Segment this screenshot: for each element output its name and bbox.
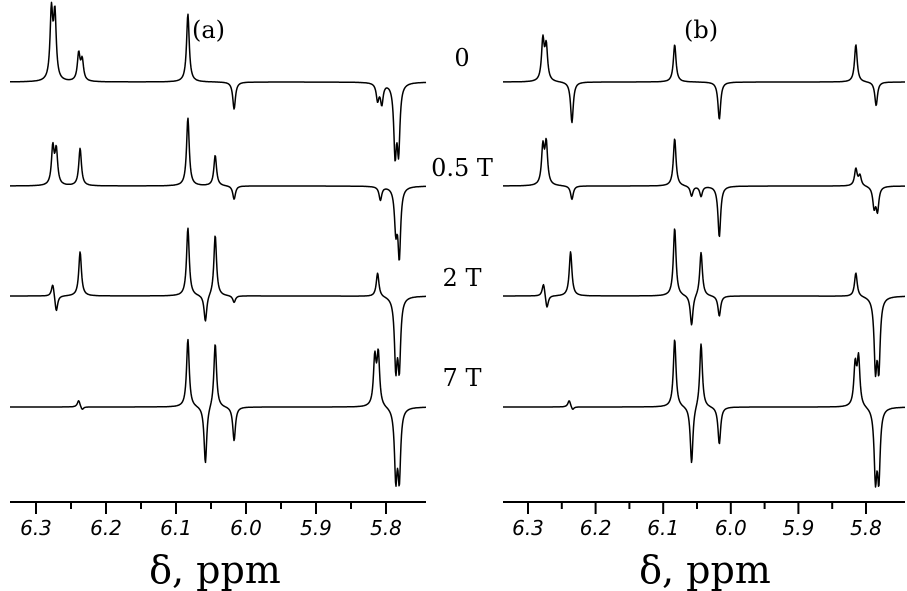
x-tick-label: 6.2: [90, 516, 122, 540]
panel-a: (a) 6.3 6.2 6.1 6.0 5.9 5.8 δ, ppm: [9, 1, 427, 591]
x-tick-label: 6.0: [230, 516, 262, 540]
field-label: 2 T: [443, 264, 482, 292]
panel-b-label: (b): [684, 16, 718, 44]
field-label: 0: [454, 44, 469, 72]
panel-b-x-ticks: 6.3 6.2 6.1 6.0 5.9 5.8: [512, 502, 882, 540]
field-label: 7 T: [443, 364, 482, 392]
x-tick-label: 5.9: [300, 516, 332, 540]
x-tick-label: 6.1: [160, 516, 192, 540]
x-tick-label: 5.8: [850, 516, 882, 540]
spectrum-b-0_5T: [502, 137, 906, 238]
panel-b-x-axis-title: δ, ppm: [639, 548, 771, 591]
x-tick-label: 6.1: [647, 516, 679, 540]
panel-a-traces: [9, 1, 427, 487]
spectrum-a-7T: [9, 338, 427, 487]
x-tick-label: 6.3: [512, 516, 544, 540]
panel-a-x-ticks: 6.3 6.2 6.1 6.0 5.9 5.8: [20, 502, 402, 540]
spectrum-b-2T: [502, 228, 906, 378]
x-tick-label: 6.0: [715, 516, 747, 540]
x-tick-label: 5.8: [370, 516, 402, 540]
panel-a-x-axis-title: δ, ppm: [149, 548, 281, 591]
field-label: 0.5 T: [431, 154, 493, 182]
field-labels: 0 0.5 T 2 T 7 T: [431, 44, 493, 392]
panel-b-traces: [502, 34, 906, 488]
x-tick-label: 5.9: [782, 516, 814, 540]
spectrum-a-0_5T: [9, 117, 427, 261]
panel-a-label: (a): [192, 16, 225, 44]
x-tick-label: 6.2: [580, 516, 612, 540]
spectrum-b-7T: [502, 339, 906, 488]
panel-b: (b) 6.3 6.2 6.1 6.0 5.9 5.8 δ, ppm: [502, 16, 906, 591]
spectrum-a-0: [9, 1, 427, 162]
spectrum-b-0: [502, 34, 906, 124]
x-tick-label: 6.3: [20, 516, 52, 540]
spectrum-a-2T: [9, 227, 427, 377]
